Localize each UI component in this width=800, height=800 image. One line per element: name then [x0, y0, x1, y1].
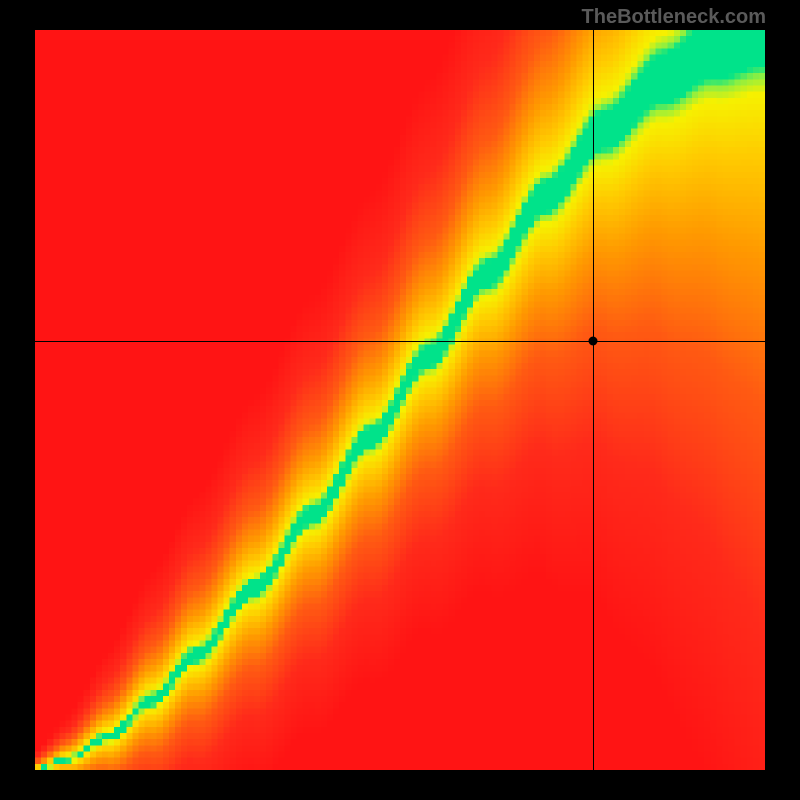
crosshair-marker: [589, 336, 598, 345]
bottleneck-heatmap: [35, 30, 765, 770]
watermark-text: TheBottleneck.com: [582, 6, 766, 29]
crosshair-vertical: [593, 30, 594, 770]
crosshair-horizontal: [35, 341, 765, 342]
heatmap-plot-area: [35, 30, 765, 770]
